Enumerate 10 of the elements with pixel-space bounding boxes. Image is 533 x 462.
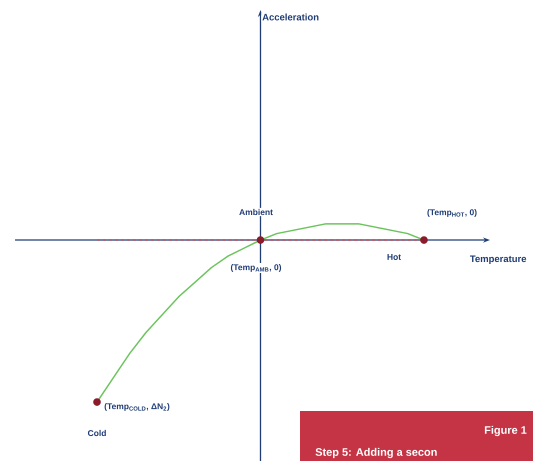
- x-axis-title: Temperature: [470, 256, 526, 264]
- text: (Temp$_{COLD}$, ΔN$_{2}$): [104, 403, 170, 412]
- text: Acceleration: [262, 14, 318, 21]
- text: Cold: [88, 430, 106, 436]
- annotation: Hot: [388, 254, 401, 260]
- caption: Figure 1: [484, 426, 526, 436]
- text: Ambient: [239, 209, 273, 216]
- text: (Temp$_{HOT}$, 0): [427, 209, 477, 218]
- text: Step 5: Adding a secon: [316, 448, 437, 458]
- annotation: (Temp$_{AMB}$, 0): [230, 264, 282, 272]
